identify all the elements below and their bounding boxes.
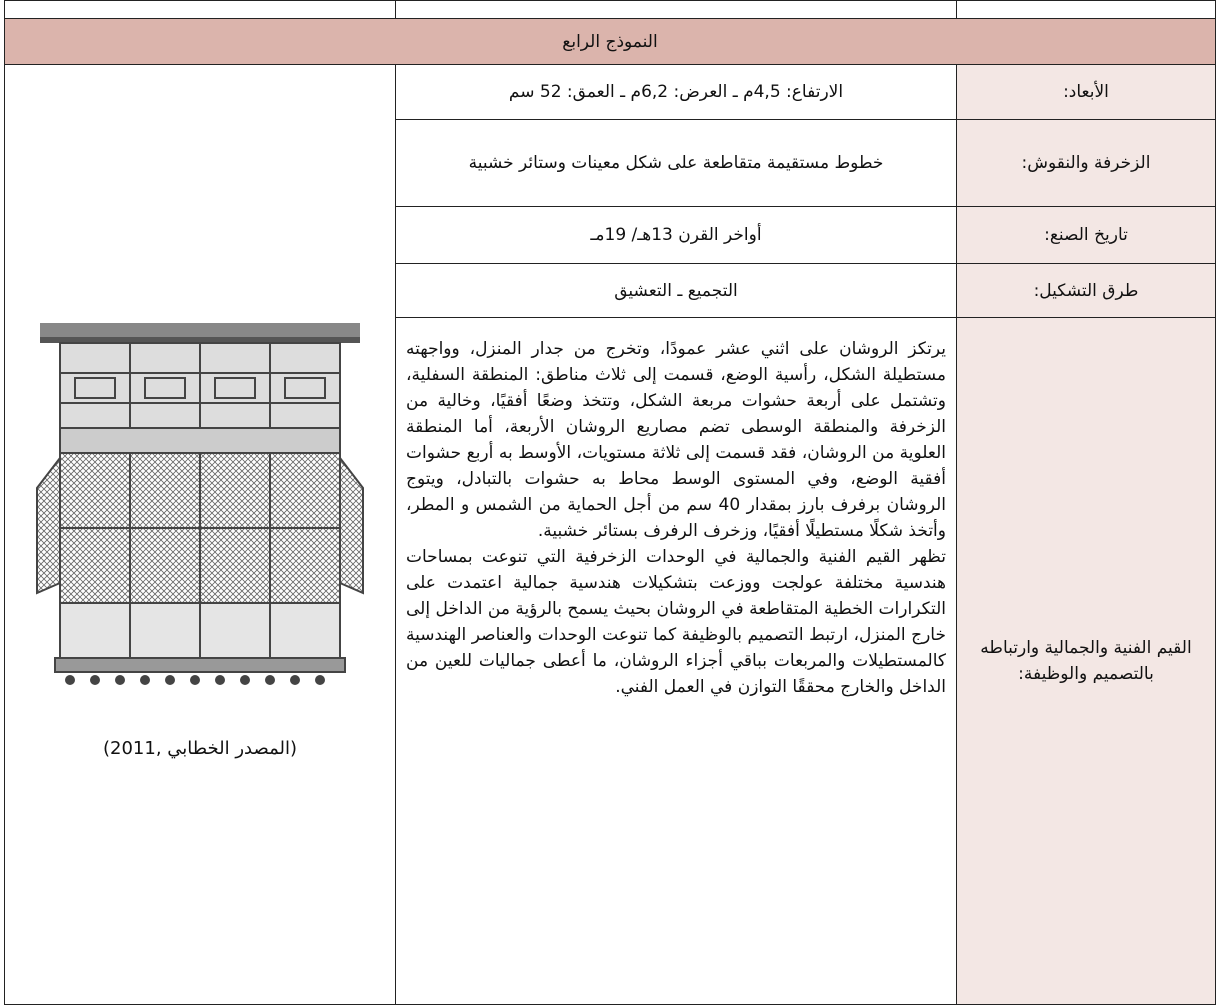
row-value: خطوط مستقيمة متقاطعة على شكل معينات وستا… [395,119,957,207]
row: طرق التشكيل: التجميع ـ التعشيق [5,263,1216,318]
row: القيم الفنية والجمالية وارتباطه بالتصميم… [5,317,1216,1005]
row-label: طرق التشكيل: [956,263,1216,318]
row-label: الزخرفة والنقوش: [956,119,1216,207]
row-value: أواخر القرن 13هـ/ 19مـ [395,206,957,264]
paragraph: تظهر القيم الفنية والجمالية في الوحدات ا… [406,547,946,697]
row-label: القيم الفنية والجمالية وارتباطه بالتصميم… [956,317,1216,1005]
header-row: النموذج الرابع [4,18,1216,65]
roshan-drawing [36,323,364,685]
row-value: التجميع ـ التعشيق [395,263,957,318]
image-caption: (المصدر الخطابي ,2011) [102,738,298,759]
row: الزخرفة والنقوش: خطوط مستقيمة متقاطعة عل… [5,119,1216,207]
header-title: النموذج الرابع [4,18,1216,65]
row: تاريخ الصنع: أواخر القرن 13هـ/ 19مـ [5,206,1216,264]
paragraph: يرتكز الروشان على اثني عشر عمودًا، وتخرج… [406,339,946,541]
row-value: الارتفاع: 4,5م ـ العرض: 6,2م ـ العمق: 52… [395,64,957,120]
row: الأبعاد: الارتفاع: 4,5م ـ العرض: 6,2م ـ … [4,64,1216,1005]
row-paragraphs: يرتكز الروشان على اثني عشر عمودًا، وتخرج… [395,317,957,1005]
row-label: تاريخ الصنع: [956,206,1216,264]
row-label: الأبعاد: [956,64,1216,120]
image-cell: (المصدر الخطابي ,2011) [4,64,396,1005]
previous-row [4,0,1216,19]
model-table: النموذج الرابع الأبعاد: الارتفاع: 4,5م ـ… [4,0,1216,1005]
